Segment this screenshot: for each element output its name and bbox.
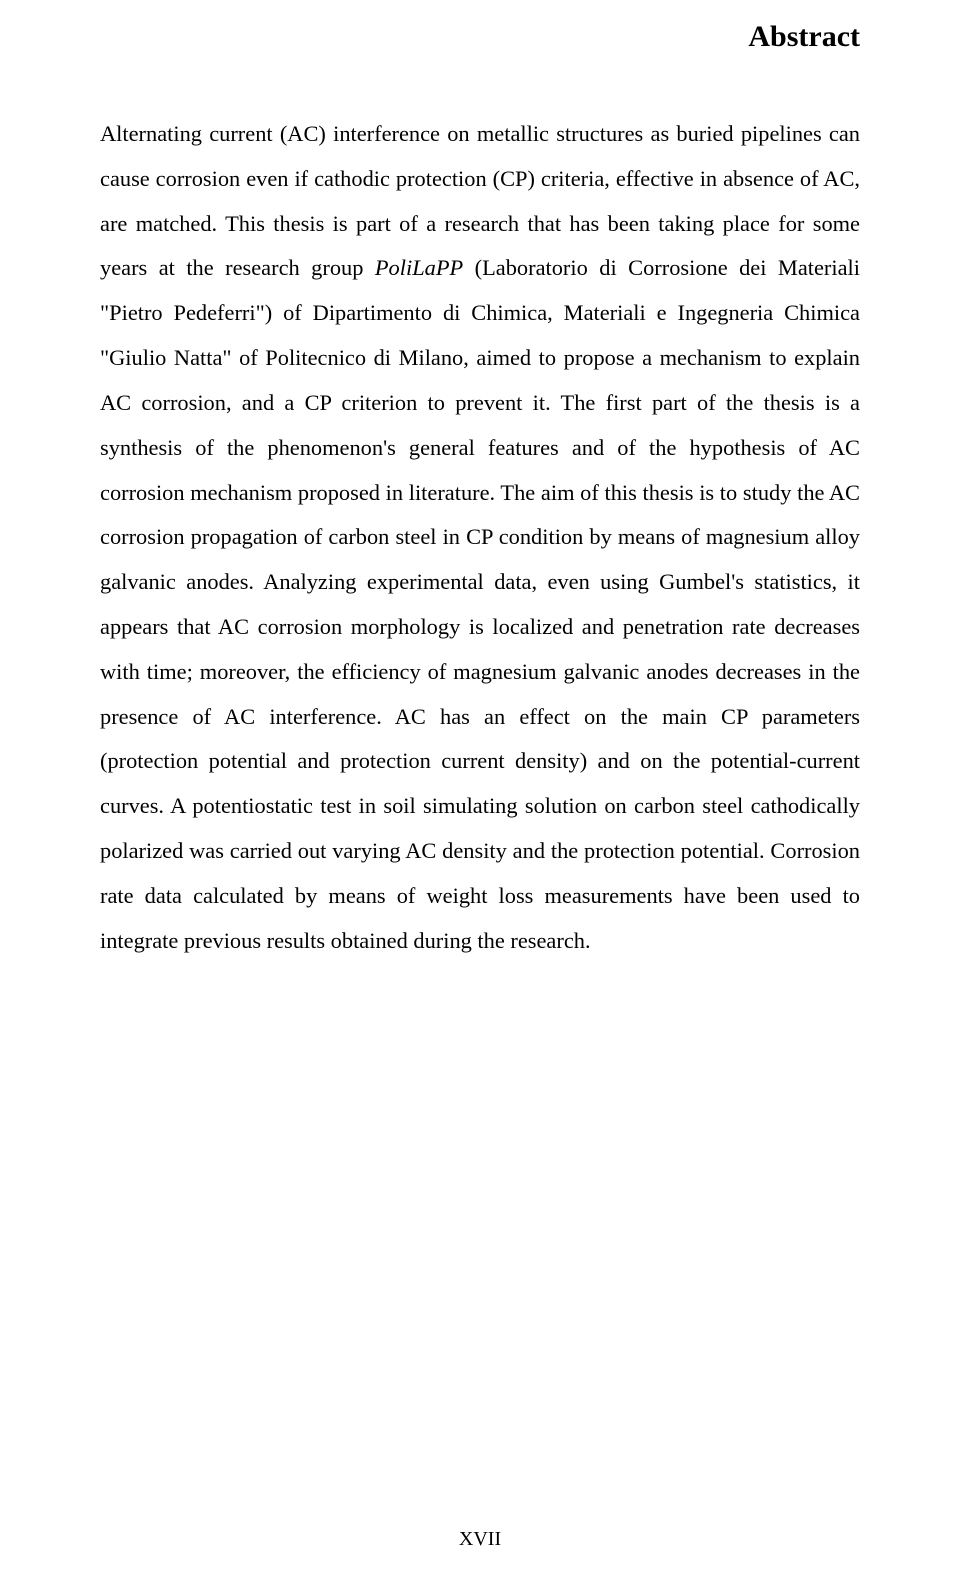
body-text-part-b: (Laboratorio di Corrosione dei Materiali… [100,255,860,952]
body-text-italic: PoliLaPP [375,255,463,280]
page-number: XVII [0,1528,960,1551]
abstract-title: Abstract [100,20,860,54]
abstract-body: Alternating current (AC) interference on… [100,112,860,963]
